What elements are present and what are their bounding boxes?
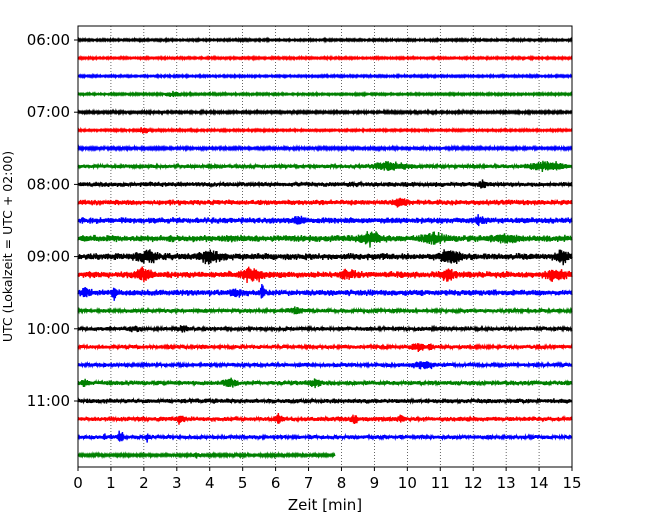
seismic-trace: [77, 430, 573, 443]
seismic-trace: [77, 90, 573, 98]
seismic-trace: [77, 126, 573, 134]
seismic-trace: [77, 413, 573, 425]
x-tick-label: 14: [530, 474, 549, 492]
x-axis: 0 1 2 3 4 5 6 7 8 9 10 11 12 13 14 15: [73, 467, 582, 492]
seismic-trace: [77, 214, 573, 227]
seismic-trace: [77, 396, 573, 405]
x-tick-label: 10: [398, 474, 417, 492]
y-tick-label: 11:00: [27, 392, 70, 410]
trace-group: [77, 36, 573, 460]
x-tick-label: 15: [562, 474, 581, 492]
seismic-trace: [77, 377, 573, 389]
y-tick-label: 06:00: [27, 31, 70, 49]
seismic-trace: [77, 360, 573, 370]
y-axis: 06:00 07:00 08:00 09:00 10:00 11:00: [27, 31, 78, 410]
x-tick-label: 3: [172, 474, 182, 492]
seismic-trace: [77, 231, 573, 248]
x-tick-label: 2: [139, 474, 149, 492]
seismic-trace: [77, 306, 573, 315]
x-tick-label: 1: [106, 474, 116, 492]
seismic-trace: [77, 451, 336, 460]
x-tick-label: 7: [304, 474, 314, 492]
seismic-trace: [77, 342, 573, 353]
x-tick-label: 13: [497, 474, 516, 492]
x-tick-label: 12: [464, 474, 483, 492]
x-tick-label: 5: [238, 474, 248, 492]
seismic-trace: [77, 108, 573, 117]
y-tick-label: 07:00: [27, 103, 70, 121]
seismic-trace: [77, 144, 573, 153]
y-axis-label: UTC (Lokalzeit = UTC + 02:00): [0, 151, 15, 342]
seismic-trace: [77, 36, 573, 44]
seismic-trace: [77, 197, 573, 208]
x-tick-label: 6: [271, 474, 281, 492]
y-tick-label: 10:00: [27, 320, 70, 338]
seismic-trace: [77, 54, 573, 62]
y-tick-label: 09:00: [27, 248, 70, 266]
y-tick-label: 08:00: [27, 175, 70, 193]
x-tick-label: 4: [205, 474, 215, 492]
seismic-trace: [77, 249, 573, 266]
seismic-trace: [77, 284, 573, 301]
x-axis-label: Zeit [min]: [288, 496, 362, 514]
seismic-trace: [77, 160, 573, 172]
plot-frame: [77, 25, 573, 468]
x-tick-label: 11: [431, 474, 450, 492]
x-tick-label: 8: [337, 474, 347, 492]
seismic-trace: [77, 179, 573, 189]
x-tick-label: 0: [73, 474, 83, 492]
seismic-trace: [77, 324, 573, 333]
seismic-trace: [77, 72, 573, 80]
seismic-trace: [77, 266, 573, 284]
x-tick-label: 9: [370, 474, 380, 492]
